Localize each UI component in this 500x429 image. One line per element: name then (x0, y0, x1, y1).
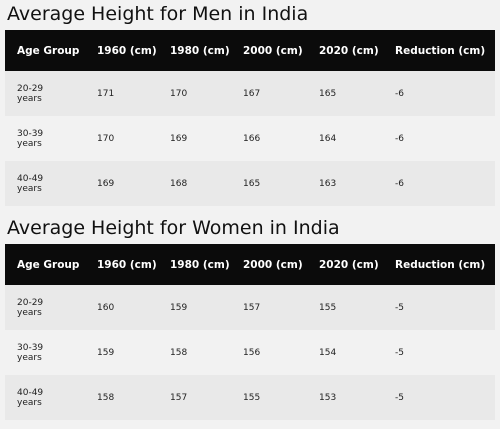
value-reduction: -5 (395, 347, 404, 358)
header-2000: 2000 (cm) (243, 44, 303, 57)
men-height-section: Average Height for Men in India Age Grou… (0, 0, 500, 206)
value-2000: 166 (243, 133, 261, 144)
value-1960: 158 (97, 392, 115, 403)
value-1960: 170 (97, 133, 115, 144)
value-reduction: -6 (395, 178, 404, 189)
header-2020: 2020 (cm) (319, 258, 379, 271)
age-group-cell: 40-49 years (17, 387, 44, 408)
value-reduction: -5 (395, 392, 404, 403)
value-2020: 155 (319, 302, 337, 313)
table-header-row: Age Group 1960 (cm) 1980 (cm) 2000 (cm) … (5, 30, 495, 71)
men-table-title: Average Height for Men in India (7, 3, 309, 25)
value-1980: 159 (170, 302, 188, 313)
header-1980: 1980 (cm) (170, 258, 230, 271)
value-1980: 158 (170, 347, 188, 358)
table-row: 40-49 years 158 157 155 153 -5 (5, 375, 495, 420)
women-height-table: Age Group 1960 (cm) 1980 (cm) 2000 (cm) … (5, 244, 495, 420)
table-row: 30-39 years 170 169 166 164 -6 (5, 116, 495, 161)
header-1980: 1980 (cm) (170, 44, 230, 57)
header-reduction: Reduction (cm) (395, 44, 486, 57)
value-reduction: -6 (395, 133, 404, 144)
age-group-cell: 20-29 years (17, 297, 44, 318)
value-2000: 156 (243, 347, 261, 358)
value-reduction: -6 (395, 88, 404, 99)
header-2020: 2020 (cm) (319, 44, 379, 57)
table-header-row: Age Group 1960 (cm) 1980 (cm) 2000 (cm) … (5, 244, 495, 285)
table-row: 20-29 years 160 159 157 155 -5 (5, 285, 495, 330)
header-1960: 1960 (cm) (97, 258, 157, 271)
value-1980: 170 (170, 88, 188, 99)
age-group-cell: 20-29 years (17, 83, 44, 104)
header-age-group: Age Group (17, 258, 80, 271)
women-table-title: Average Height for Women in India (7, 217, 340, 239)
header-age-group: Age Group (17, 44, 80, 57)
value-2000: 155 (243, 392, 261, 403)
value-2020: 154 (319, 347, 337, 358)
value-2000: 157 (243, 302, 261, 313)
value-1980: 168 (170, 178, 188, 189)
value-2020: 163 (319, 178, 337, 189)
age-group-cell: 40-49 years (17, 173, 44, 194)
header-reduction: Reduction (cm) (395, 258, 486, 271)
men-height-table: Age Group 1960 (cm) 1980 (cm) 2000 (cm) … (5, 30, 495, 206)
value-2000: 165 (243, 178, 261, 189)
age-group-cell: 30-39 years (17, 342, 44, 363)
header-1960: 1960 (cm) (97, 44, 157, 57)
value-1960: 169 (97, 178, 115, 189)
value-1980: 157 (170, 392, 188, 403)
women-height-section: Average Height for Women in India Age Gr… (0, 214, 500, 420)
age-group-cell: 30-39 years (17, 128, 44, 149)
value-2000: 167 (243, 88, 261, 99)
table-row: 30-39 years 159 158 156 154 -5 (5, 330, 495, 375)
table-row: 20-29 years 171 170 167 165 -6 (5, 71, 495, 116)
header-2000: 2000 (cm) (243, 258, 303, 271)
value-2020: 153 (319, 392, 337, 403)
value-reduction: -5 (395, 302, 404, 313)
value-1960: 171 (97, 88, 115, 99)
table-row: 40-49 years 169 168 165 163 -6 (5, 161, 495, 206)
value-1960: 159 (97, 347, 115, 358)
value-2020: 165 (319, 88, 337, 99)
value-1980: 169 (170, 133, 188, 144)
value-1960: 160 (97, 302, 115, 313)
value-2020: 164 (319, 133, 337, 144)
